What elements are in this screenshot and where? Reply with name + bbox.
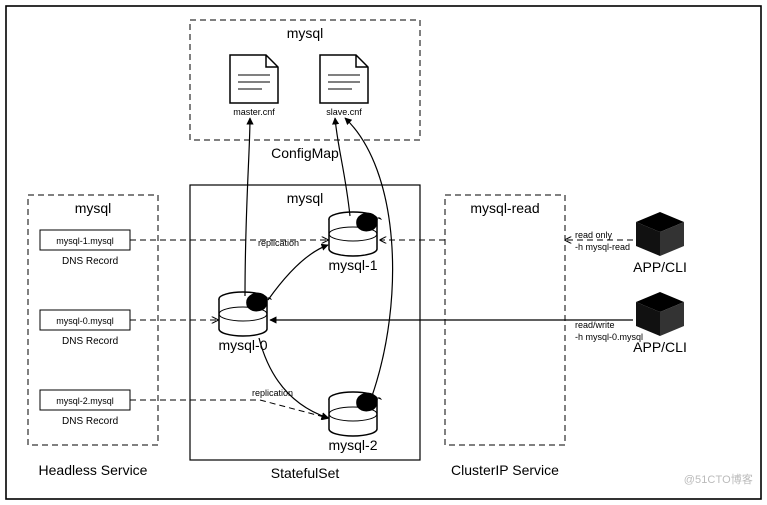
configmap-title: mysql bbox=[287, 25, 324, 41]
diagram-frame bbox=[6, 6, 761, 499]
clusterip-title: mysql-read bbox=[470, 200, 539, 216]
app-read-note1: read only bbox=[575, 230, 613, 240]
dns-record-1: mysql-0.mysql DNS Record bbox=[40, 310, 130, 347]
app-rw-note2: -h mysql-0.mysql bbox=[575, 332, 643, 342]
app-rw-icon bbox=[636, 292, 684, 336]
app-rw-note1: read/write bbox=[575, 320, 615, 330]
statefulset-title: mysql bbox=[287, 190, 324, 206]
file-icon-slave bbox=[320, 55, 368, 103]
db-mysql-2 bbox=[329, 392, 382, 436]
file-icon-master bbox=[230, 55, 278, 103]
replication-label-0: replication bbox=[258, 238, 299, 248]
edge-repl-0-2 bbox=[259, 338, 328, 418]
dns-record-2: mysql-2.mysql DNS Record bbox=[40, 390, 130, 427]
clusterip-section-label: ClusterIP Service bbox=[451, 462, 559, 478]
svg-text:mysql-0.mysql: mysql-0.mysql bbox=[56, 316, 114, 326]
app-read-note2: -h mysql-read bbox=[575, 242, 630, 252]
master-cnf-label: master.cnf bbox=[233, 107, 275, 117]
db-mysql-1 bbox=[329, 212, 382, 256]
svg-text:mysql-1.mysql: mysql-1.mysql bbox=[56, 236, 114, 246]
svg-text:DNS Record: DNS Record bbox=[62, 256, 118, 267]
configmap-section-label: ConfigMap bbox=[271, 145, 339, 161]
svg-text:mysql-2.mysql: mysql-2.mysql bbox=[56, 396, 114, 406]
statefulset-section-label: StatefulSet bbox=[271, 465, 340, 481]
db-mysql-2-label: mysql-2 bbox=[328, 437, 377, 453]
db-mysql-0-label: mysql-0 bbox=[218, 337, 267, 353]
slave-cnf-label: slave.cnf bbox=[326, 107, 362, 117]
db-mysql-0 bbox=[219, 292, 272, 336]
app-read-icon bbox=[636, 212, 684, 256]
app-read-label: APP/CLI bbox=[633, 259, 687, 275]
svg-text:DNS Record: DNS Record bbox=[62, 416, 118, 427]
replication-label-1: replication bbox=[252, 388, 293, 398]
dns-record-0: mysql-1.mysql DNS Record bbox=[40, 230, 130, 267]
db-mysql-1-label: mysql-1 bbox=[328, 257, 377, 273]
edge-repl-0-1 bbox=[268, 245, 328, 300]
headless-title: mysql bbox=[75, 200, 112, 216]
svg-text:DNS Record: DNS Record bbox=[62, 336, 118, 347]
edge-mysql1-slavecnf bbox=[335, 118, 350, 216]
headless-section-label: Headless Service bbox=[39, 462, 148, 478]
edge-mysql0-mastercnf bbox=[245, 118, 250, 296]
